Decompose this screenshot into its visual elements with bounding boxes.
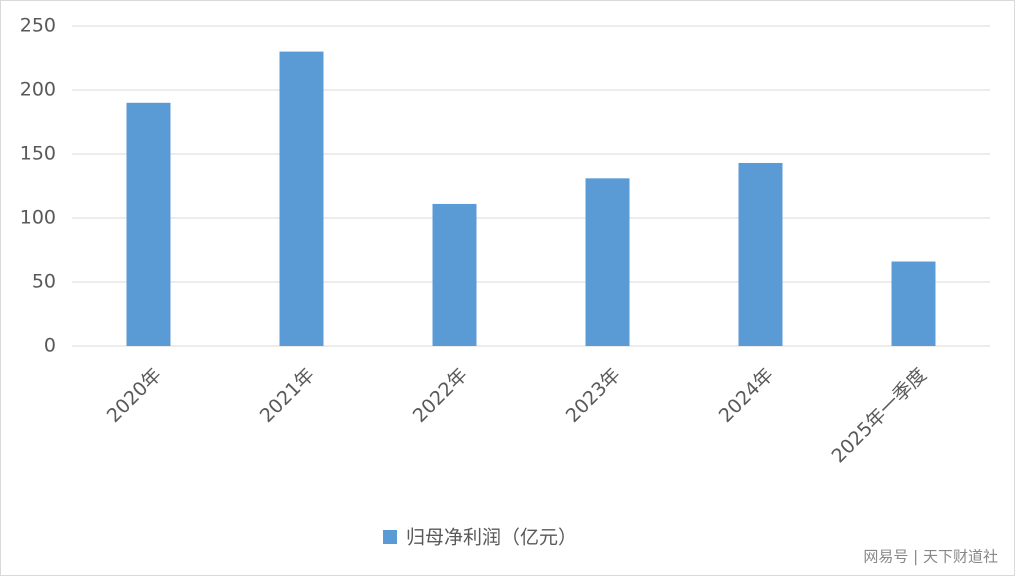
y-tick-label: 50 <box>32 271 56 293</box>
bar <box>585 178 630 346</box>
y-tick-label: 250 <box>20 15 56 37</box>
bar <box>738 162 783 346</box>
bar <box>432 203 477 346</box>
bar <box>126 102 171 346</box>
legend-label: 归母净利润（亿元） <box>406 527 577 549</box>
bar <box>891 261 936 346</box>
bar <box>279 51 324 346</box>
y-tick-label: 150 <box>20 143 56 165</box>
legend-swatch <box>383 530 397 544</box>
y-tick-label: 200 <box>20 79 56 101</box>
y-tick-label: 100 <box>20 207 56 229</box>
watermark: 网易号 | 天下财道社 <box>863 548 998 566</box>
y-tick-label: 0 <box>44 335 56 357</box>
